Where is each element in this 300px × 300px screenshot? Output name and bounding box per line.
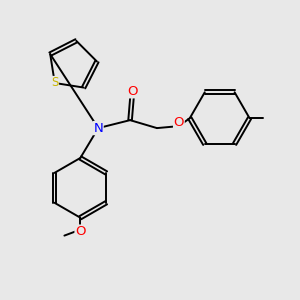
Text: O: O: [174, 116, 184, 129]
Text: S: S: [51, 76, 59, 89]
Text: N: N: [93, 122, 103, 135]
Text: O: O: [75, 225, 86, 238]
Text: O: O: [127, 85, 137, 98]
